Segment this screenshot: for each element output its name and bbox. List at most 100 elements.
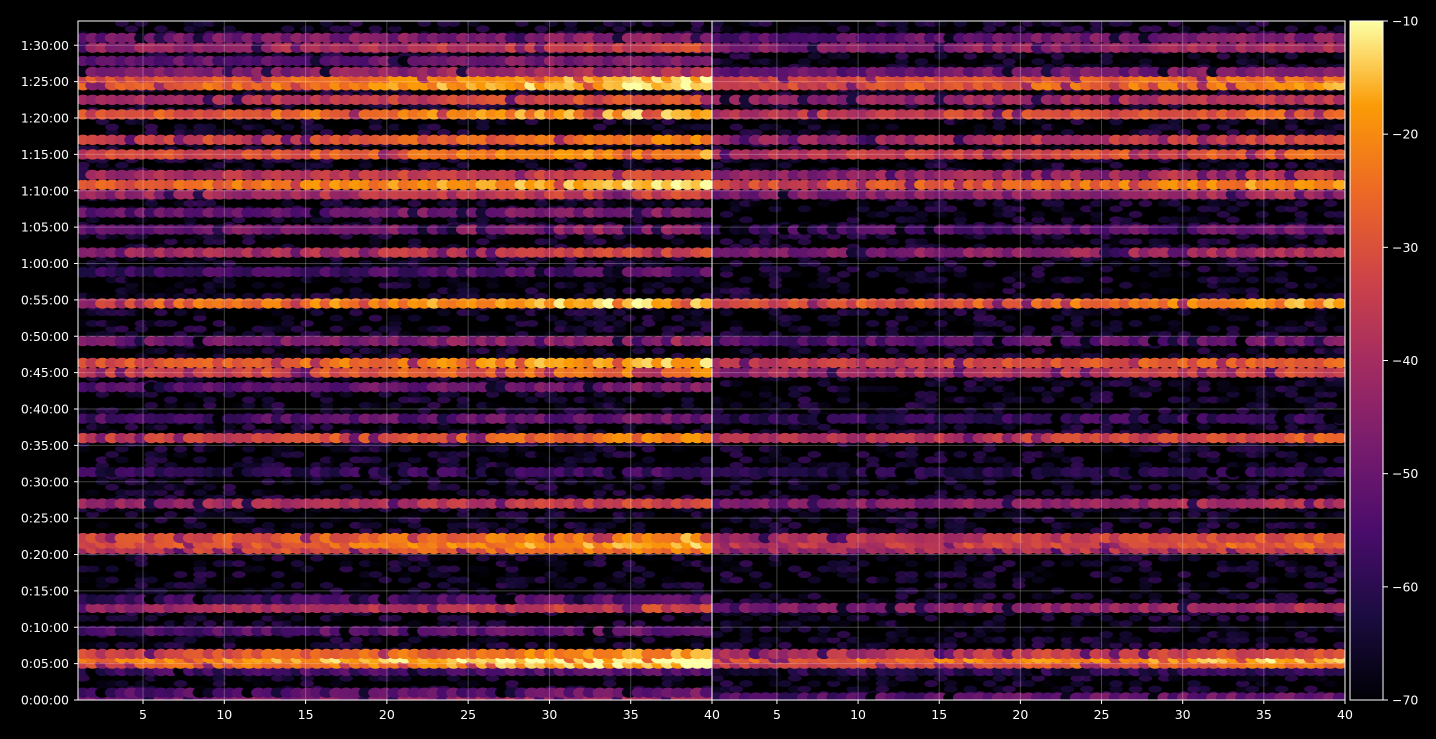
heatmap-cell bbox=[476, 314, 490, 322]
heatmap-cell bbox=[593, 560, 607, 568]
heatmap-cell bbox=[398, 276, 412, 284]
heatmap-cell bbox=[202, 587, 217, 595]
heatmap-cell bbox=[437, 483, 451, 491]
heatmap-cell bbox=[544, 21, 558, 27]
heatmap-cell bbox=[690, 276, 705, 284]
heatmap-cell bbox=[593, 581, 607, 589]
heatmap-cell bbox=[417, 423, 432, 431]
heatmap-cell bbox=[241, 516, 256, 524]
heatmap-cell bbox=[398, 516, 412, 524]
heatmap-cell bbox=[612, 483, 627, 491]
heatmap-cell bbox=[612, 511, 627, 518]
heatmap-cell bbox=[563, 281, 578, 289]
heatmap-cell bbox=[602, 576, 617, 584]
heatmap-cell bbox=[622, 118, 636, 126]
heatmap-cell bbox=[251, 680, 266, 688]
heatmap-cell bbox=[437, 456, 451, 464]
heatmap-cell bbox=[378, 614, 393, 622]
heatmap-cell bbox=[544, 641, 558, 649]
heatmap-cell bbox=[202, 129, 217, 136]
heatmap-cell bbox=[632, 161, 646, 169]
heatmap-cell bbox=[163, 620, 178, 628]
heatmap-cell bbox=[563, 461, 578, 469]
heatmap-cell bbox=[515, 21, 529, 27]
heatmap-cell bbox=[651, 352, 666, 360]
heatmap-cell bbox=[632, 461, 646, 469]
heatmap-cell bbox=[680, 309, 695, 317]
heatmap-cell bbox=[134, 521, 149, 529]
heatmap-cell bbox=[534, 587, 549, 595]
heatmap-cell bbox=[154, 516, 168, 524]
heatmap-cell bbox=[437, 396, 451, 404]
heatmap-cell bbox=[641, 281, 656, 289]
heatmap-cell bbox=[271, 571, 285, 578]
heatmap-cell bbox=[261, 401, 276, 409]
heatmap-cell bbox=[358, 401, 373, 409]
heatmap-cell bbox=[280, 478, 295, 486]
heatmap-cell bbox=[290, 581, 305, 589]
heatmap-cell bbox=[700, 314, 712, 322]
heatmap-cell bbox=[388, 516, 402, 524]
heatmap-cell bbox=[368, 314, 383, 322]
heatmap-cell bbox=[446, 461, 461, 469]
heatmap-cell bbox=[202, 238, 217, 246]
heatmap-cell bbox=[456, 161, 471, 169]
heatmap-cell bbox=[173, 260, 188, 267]
heatmap-cell bbox=[222, 423, 236, 431]
heatmap-cell bbox=[212, 390, 227, 398]
heatmap-cell bbox=[290, 216, 305, 224]
heatmap-cell bbox=[222, 281, 236, 289]
heatmap-cell bbox=[339, 641, 354, 649]
heatmap-cell bbox=[632, 521, 646, 529]
heatmap-cell bbox=[456, 216, 471, 224]
heatmap-cell bbox=[358, 347, 373, 355]
heatmap-cell bbox=[612, 489, 627, 497]
heatmap-cell bbox=[319, 292, 334, 300]
heatmap-cell bbox=[280, 123, 295, 131]
heatmap-cell bbox=[476, 571, 490, 578]
heatmap-cell bbox=[563, 21, 578, 27]
heatmap-cell bbox=[319, 521, 334, 529]
heatmap-cell bbox=[554, 232, 568, 240]
heatmap-cell bbox=[319, 21, 334, 27]
heatmap-cell bbox=[641, 320, 656, 327]
heatmap-cell bbox=[476, 521, 490, 529]
heatmap-cell bbox=[680, 401, 695, 409]
heatmap-cell bbox=[495, 581, 510, 589]
heatmap-cell bbox=[378, 129, 393, 136]
heatmap-cell bbox=[261, 347, 276, 355]
heatmap-cell bbox=[456, 281, 471, 289]
heatmap-cell bbox=[515, 407, 529, 415]
heatmap-cell bbox=[95, 118, 110, 126]
heatmap-cell bbox=[602, 118, 617, 126]
heatmap-cell bbox=[271, 461, 285, 469]
heatmap-cell bbox=[105, 483, 119, 491]
heatmap-cell bbox=[602, 401, 617, 409]
heatmap-cell bbox=[163, 401, 178, 409]
heatmap-cell bbox=[300, 330, 315, 338]
heatmap-cell bbox=[563, 260, 578, 267]
heatmap-cell bbox=[163, 511, 178, 518]
heatmap-cell bbox=[671, 554, 685, 562]
heatmap-cell bbox=[641, 571, 656, 578]
heatmap-cell bbox=[563, 309, 578, 317]
heatmap-cell bbox=[144, 123, 158, 131]
heatmap-cell bbox=[95, 330, 110, 338]
heatmap-cell bbox=[290, 352, 305, 360]
heatmap-cell bbox=[515, 390, 529, 398]
heatmap-cell bbox=[593, 390, 607, 398]
heatmap-cell bbox=[349, 309, 363, 317]
heatmap-cell bbox=[446, 200, 461, 207]
heatmap-cell bbox=[593, 123, 607, 131]
heatmap-cell bbox=[368, 456, 383, 464]
heatmap-cell bbox=[612, 401, 627, 409]
heatmap-cell bbox=[622, 21, 636, 27]
heatmap-cell bbox=[280, 674, 295, 682]
heatmap-cell bbox=[690, 620, 705, 628]
heatmap-cell bbox=[183, 401, 197, 409]
heatmap-cell bbox=[163, 287, 178, 295]
heatmap-cell bbox=[476, 445, 490, 453]
heatmap-cell bbox=[105, 407, 119, 415]
heatmap-cell bbox=[661, 161, 675, 169]
heatmap-cell bbox=[534, 483, 549, 491]
